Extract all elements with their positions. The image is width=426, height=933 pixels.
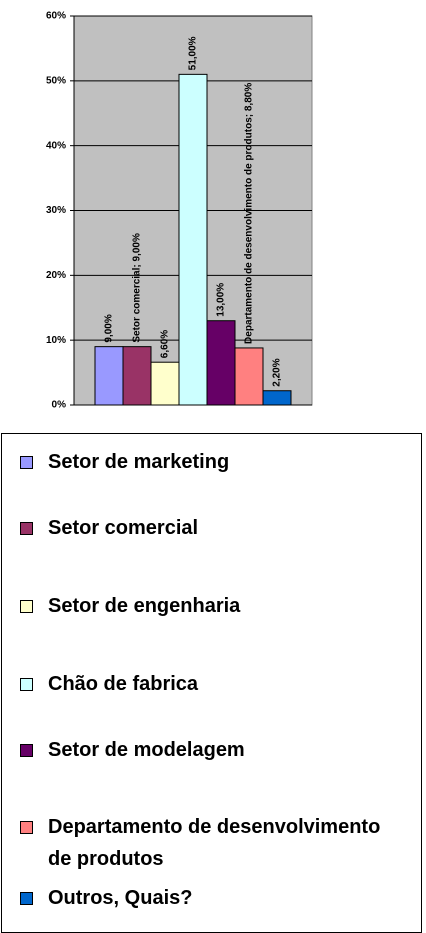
data-label: Setor comercial; 9,00% [132, 233, 143, 343]
bar [234, 347, 264, 406]
legend-swatch [20, 744, 33, 757]
data-label: Departamento de desenvolvimento de produ… [244, 83, 255, 344]
y-tick-label: 20% [46, 270, 66, 281]
chart: 0% 10% 20% 30% 40% 50% 60% 9,00% Setor comercial… [46, 11, 313, 411]
legend-swatch [20, 892, 33, 905]
y-tick-label: 40% [46, 140, 66, 151]
legend-swatch [20, 522, 33, 535]
data-label: 9,00% [104, 314, 115, 342]
y-tick-label: 0% [52, 400, 67, 411]
page: 0% 10% 20% 30% 40% 50% 60% 9,00% Setor comercial… [1, 10, 422, 933]
legend-label: Departamento de desenvolvimento de produ… [48, 816, 381, 870]
y-tick-label: 30% [46, 205, 66, 216]
legend-swatch [20, 600, 33, 613]
legend-swatch [20, 678, 33, 691]
legend-swatch [20, 821, 33, 834]
data-label: 2,20% [272, 358, 283, 386]
bar [178, 73, 208, 406]
y-tick-label: 60% [46, 11, 66, 22]
bar [150, 361, 180, 406]
bar [94, 346, 124, 406]
data-label: 6,60% [160, 330, 171, 358]
bar [262, 390, 292, 406]
legend-label: Setor comercial [48, 517, 199, 539]
legend-label: Setor de marketing [48, 451, 230, 473]
y-tick-label: 50% [46, 75, 66, 86]
legend-label: Chão de fabrica [48, 673, 199, 695]
y-tick-label: 10% [46, 335, 66, 346]
legend-label: Outros, Quais? [48, 887, 193, 909]
bar [206, 320, 236, 406]
data-label: 13,00% [216, 283, 227, 317]
bar [122, 346, 152, 406]
legend-swatch [20, 456, 33, 469]
data-label: 51,00% [188, 36, 199, 70]
legend: Setor de marketing Setor comercial Setor d… [1, 433, 422, 933]
legend-label: Setor de engenharia [48, 595, 241, 617]
legend-label: Setor de modelagem [48, 739, 245, 761]
